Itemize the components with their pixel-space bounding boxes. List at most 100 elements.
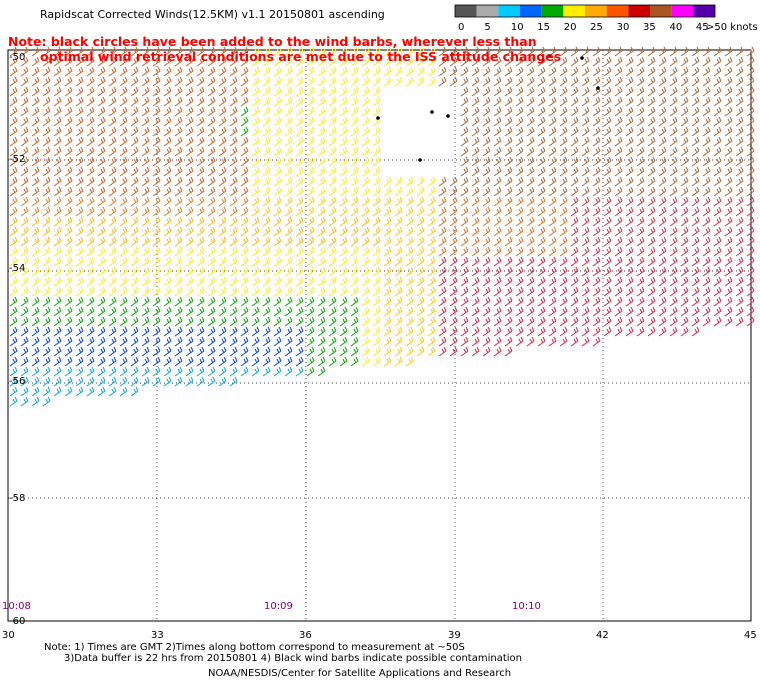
wind-barb [75,236,84,247]
wind-barb [130,306,139,317]
wind-barb [262,126,271,137]
wind-barb [317,116,326,127]
wind-barb [438,226,447,237]
wind-barb [361,66,370,77]
wind-barb [218,216,227,227]
wind-barb [372,166,381,177]
wind-barb [416,216,425,227]
wind-barb [240,286,249,297]
wind-barb [526,336,535,347]
wind-barb [548,296,557,307]
wind-barb [317,76,326,87]
wind-barb [515,316,524,327]
wind-barb [163,306,172,317]
wind-barb [20,116,29,127]
wind-barb [713,96,722,107]
wind-barb [229,376,238,387]
wind-barb [284,196,293,207]
wind-barb [702,286,711,297]
wind-barb [713,196,722,207]
wind-barb [262,226,271,237]
wind-barb [218,166,227,177]
wind-barb [482,316,491,327]
wind-barb [196,66,205,77]
wind-barb [559,336,568,347]
wind-barb [526,296,535,307]
wind-barb [493,166,502,177]
wind-barb [9,46,18,57]
wind-barb [97,336,106,347]
wind-barb [218,286,227,297]
wind-barb [680,126,689,137]
legend-tick-label: 5 [484,22,490,33]
wind-barb [504,146,513,157]
wind-barb [493,136,502,147]
wind-barb [141,176,150,187]
wind-barb [680,306,689,317]
wind-barb [548,106,557,117]
wind-barb [207,56,216,67]
wind-barb [9,336,18,347]
wind-barb [625,106,634,117]
wind-barb [592,66,601,77]
wind-barb [669,96,678,107]
wind-barb [416,306,425,317]
wind-barb [471,126,480,137]
wind-barb [185,66,194,77]
wind-barb [372,286,381,297]
wind-barb [515,136,524,147]
wind-barb [196,166,205,177]
wind-barb [174,86,183,97]
wind-barb [416,206,425,217]
wind-barb [251,226,260,237]
wind-barb [130,346,139,357]
wind-barb [350,186,359,197]
wind-barb [471,96,480,107]
wind-barb [86,116,95,127]
wind-barb [350,336,359,347]
wind-barb [295,136,304,147]
wind-barb [438,256,447,267]
wind-barb [152,326,161,337]
wind-barb [163,76,172,87]
wind-barb [724,296,733,307]
wind-barb [75,256,84,267]
wind-barb [185,296,194,307]
wind-barb [537,236,546,247]
wind-barb [405,276,414,287]
wind-barb [702,246,711,257]
wind-barb [515,76,524,87]
wind-barb [493,46,502,57]
wind-barb [581,226,590,237]
wind-barb [64,356,73,367]
wind-barb [438,346,447,357]
wind-barb [702,76,711,87]
wind-barb [207,96,216,107]
wind-barb [581,236,590,247]
wind-barb [350,316,359,327]
wind-barb [262,286,271,297]
wind-barb [163,46,172,57]
wind-barb [64,116,73,127]
wind-barb [636,276,645,287]
wind-barb [328,186,337,197]
wind-barb [713,156,722,167]
wind-barb [548,316,557,327]
wind-barb [185,126,194,137]
wind-barb [64,286,73,297]
wind-barb [625,66,634,77]
wind-barb [482,96,491,107]
wind-barb [647,296,656,307]
wind-barb [647,206,656,217]
wind-barb [251,126,260,137]
wind-barb [482,166,491,177]
wind-barb [97,216,106,227]
wind-barb [669,196,678,207]
time-label-1009: 10:09 [264,601,293,612]
wind-barb [669,106,678,117]
wind-barb [471,66,480,77]
wind-barb [471,206,480,217]
wind-barb [152,126,161,137]
wind-barb [416,316,425,327]
wind-barb [735,226,744,237]
